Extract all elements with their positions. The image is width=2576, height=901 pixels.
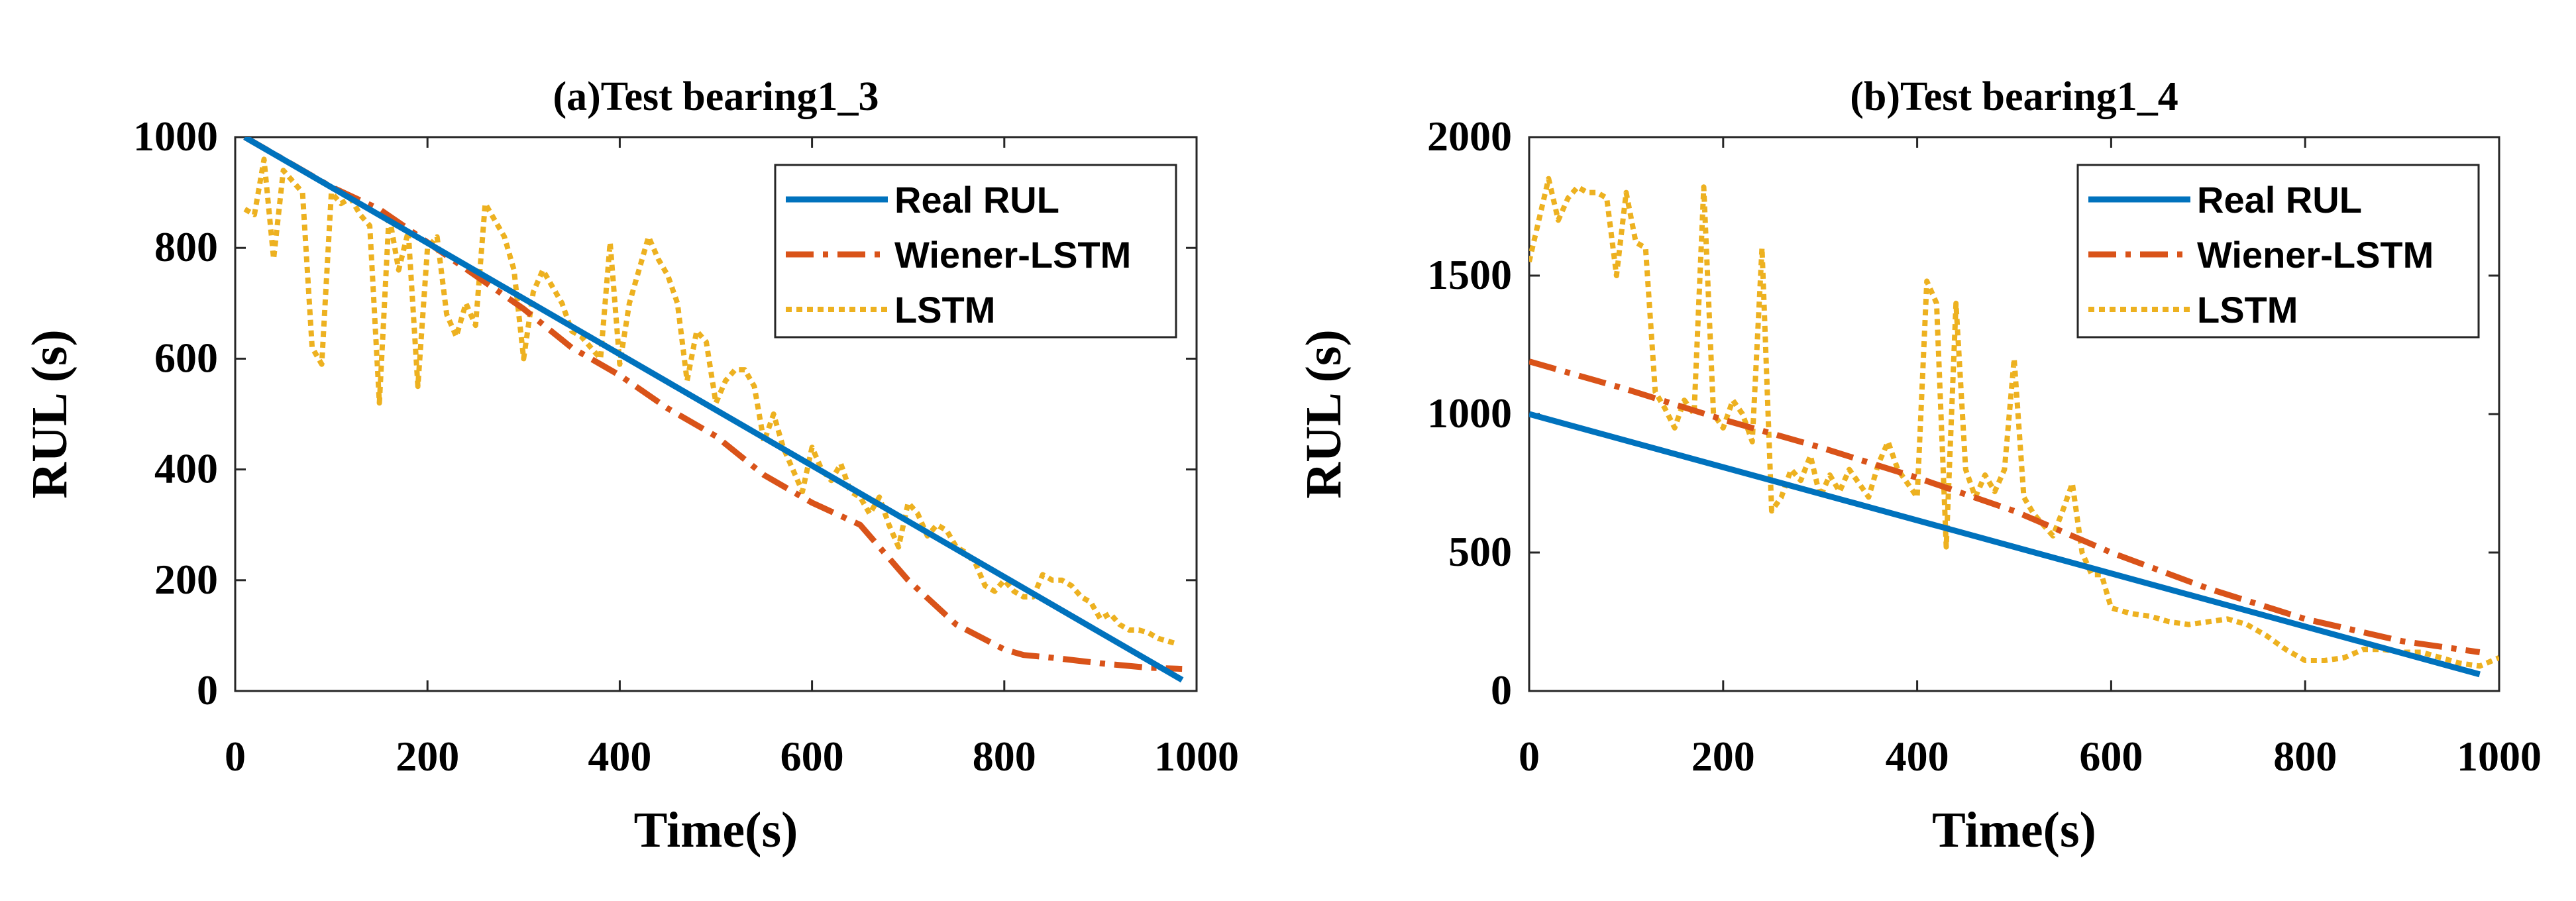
y-tick-label: 800 — [154, 223, 218, 270]
x-tick-label: 1000 — [2457, 733, 2542, 780]
y-tick-label: 2000 — [1427, 113, 1512, 160]
x-tick-label: 600 — [2079, 733, 2143, 780]
legend-label: LSTM — [2197, 289, 2298, 331]
y-tick-label: 1000 — [133, 113, 218, 160]
series-line-wiener-lstm — [1529, 358, 2481, 655]
y-axis-label: RUL (s) — [22, 329, 78, 498]
series-line-real-rul — [243, 137, 1184, 683]
legend-label: Real RUL — [894, 179, 1059, 221]
y-tick-label: 400 — [154, 445, 218, 492]
x-tick-label: 400 — [588, 733, 651, 780]
chart-title: (a)Test bearing1_3 — [553, 74, 879, 119]
x-tick-label: 800 — [973, 733, 1036, 780]
y-axis-label: RUL (s) — [1296, 329, 1352, 498]
legend-label: Wiener-LSTM — [2197, 234, 2434, 276]
series-line-lstm — [1529, 176, 2499, 669]
chart-panel-b: 0 200 400 600 800 1000 0 500 1000 1500 2000 (b)Test… — [1296, 74, 2542, 858]
x-tick-label: 0 — [225, 733, 246, 780]
x-axis-label: Time(s) — [634, 802, 798, 858]
legend-label: LSTM — [894, 289, 995, 331]
legend-label: Wiener-LSTM — [894, 234, 1131, 276]
x-tick-label: 0 — [1519, 733, 1540, 780]
x-tick-label: 800 — [2273, 733, 2337, 780]
x-tick-label: 600 — [780, 733, 844, 780]
y-tick-label: 200 — [154, 556, 218, 603]
x-tick-label: 200 — [1691, 733, 1755, 780]
y-tick-label: 600 — [154, 334, 218, 381]
chart-panel-a: 0 200 400 600 800 1000 0 200 400 600 800 1000 (a)Tes… — [22, 74, 1239, 858]
x-tick-label: 400 — [1886, 733, 1949, 780]
x-tick-label: 200 — [396, 733, 459, 780]
series-line-real-rul — [1529, 411, 2481, 678]
legend-label: Real RUL — [2197, 179, 2362, 221]
y-tick-label: 0 — [197, 666, 218, 714]
chart-title: (b)Test bearing1_4 — [1850, 74, 2178, 119]
y-tick-label: 1500 — [1427, 251, 1512, 298]
x-tick-label: 1000 — [1154, 733, 1239, 780]
y-tick-label: 1000 — [1427, 390, 1512, 437]
y-tick-label: 0 — [1491, 666, 1512, 714]
x-axis-label: Time(s) — [1932, 802, 2096, 858]
y-tick-label: 500 — [1448, 528, 1512, 575]
series-line-lstm — [243, 156, 1179, 647]
